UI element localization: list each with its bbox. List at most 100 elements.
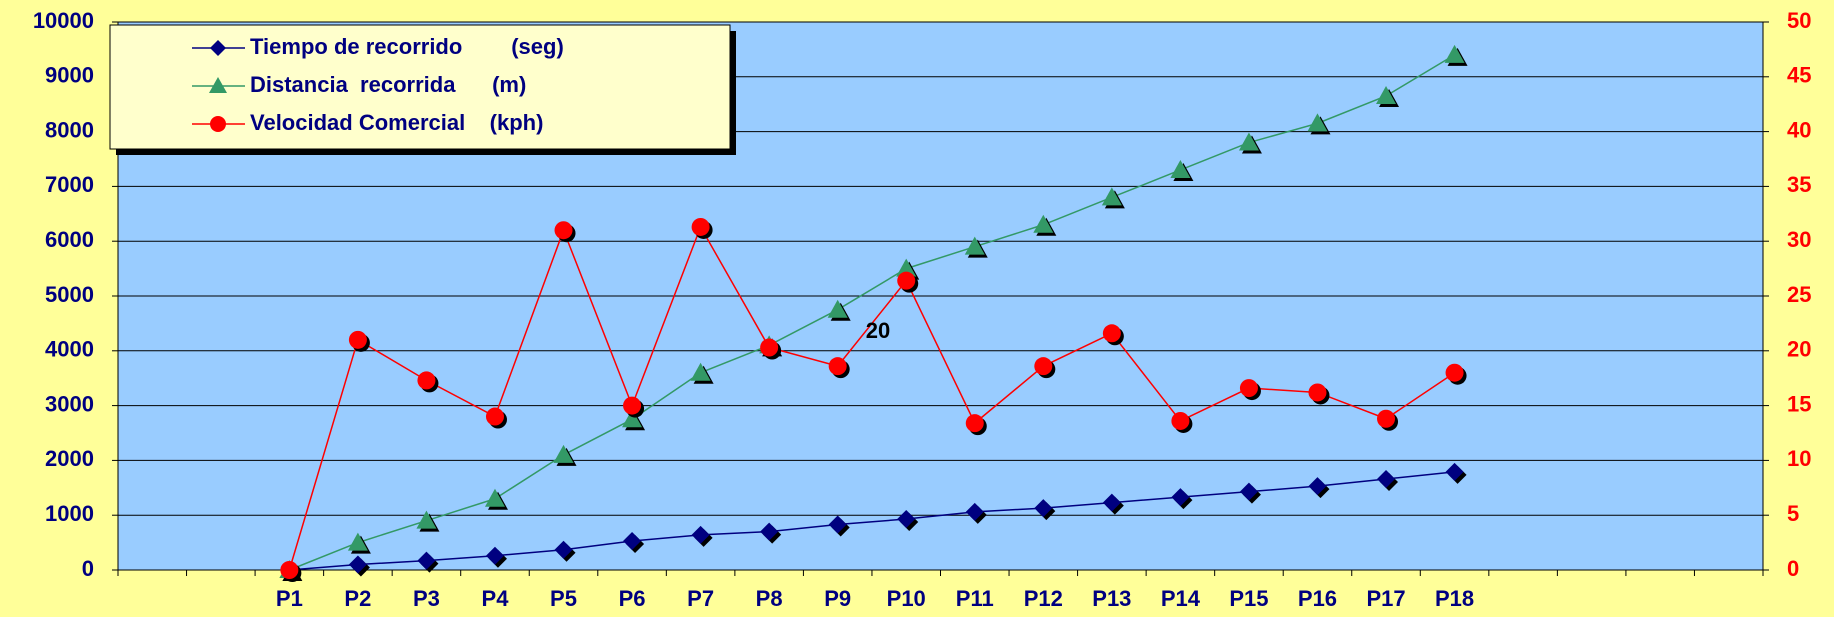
marker (1238, 132, 1259, 151)
marker (1102, 493, 1121, 512)
x-tick-label: P3 (413, 586, 440, 611)
y2-tick-label: 25 (1787, 282, 1811, 307)
y-tick-label: 0 (82, 556, 94, 581)
legend-symbol (210, 116, 226, 132)
marker (416, 510, 437, 529)
marker (1445, 363, 1464, 382)
marker (623, 396, 642, 415)
marker (485, 407, 504, 426)
series-line (289, 471, 1455, 571)
y-tick-label: 10000 (33, 8, 94, 33)
y2-tick-label: 20 (1787, 337, 1811, 362)
y2-tick-label: 35 (1787, 172, 1811, 197)
marker (965, 502, 984, 521)
marker (827, 299, 848, 318)
x-tick-label: P1 (276, 586, 303, 611)
y-tick-label: 7000 (45, 172, 94, 197)
annotation: 20 (866, 318, 890, 343)
x-tick-label: P8 (756, 586, 783, 611)
marker (417, 551, 436, 570)
x-tick-label: P9 (824, 586, 851, 611)
x-tick-label: P15 (1229, 586, 1268, 611)
marker (280, 561, 299, 579)
y-tick-label: 9000 (45, 63, 94, 88)
y-tick-label: 8000 (45, 117, 94, 142)
y2-tick-label: 5 (1787, 501, 1799, 526)
marker (1307, 113, 1328, 132)
legend-marker (209, 77, 227, 93)
marker (1308, 477, 1327, 496)
y-tick-label: 3000 (45, 391, 94, 416)
marker (484, 488, 505, 507)
marker (1170, 159, 1191, 178)
legend-marker (210, 116, 226, 132)
x-tick-label: P13 (1092, 586, 1131, 611)
marker (554, 221, 573, 240)
legend-symbol (210, 40, 226, 56)
marker (1239, 482, 1258, 501)
marker (554, 540, 573, 559)
marker (348, 555, 367, 574)
y2-tick-label: 45 (1787, 63, 1811, 88)
legend-label: Distancia recorrida (m) (250, 72, 526, 97)
marker (691, 217, 710, 236)
y2-tick-label: 30 (1787, 227, 1811, 252)
marker (1171, 488, 1190, 507)
y2-tick-label: 15 (1787, 391, 1811, 416)
marker (348, 330, 367, 349)
x-tick-label: P10 (887, 586, 926, 611)
marker (896, 258, 917, 277)
x-tick-label: P2 (344, 586, 371, 611)
x-tick-label: P5 (550, 586, 577, 611)
marker (1034, 499, 1053, 518)
x-tick-label: P4 (482, 586, 510, 611)
marker (964, 236, 985, 255)
legend-label: Velocidad Comercial (kph) (250, 110, 543, 135)
legend-marker (210, 40, 226, 56)
y2-tick-label: 40 (1787, 117, 1811, 142)
marker (417, 371, 436, 390)
marker (1377, 409, 1396, 428)
marker (965, 414, 984, 433)
y-tick-label: 1000 (45, 501, 94, 526)
marker (1033, 214, 1054, 233)
x-tick-label: P18 (1435, 586, 1474, 611)
x-tick-label: P6 (619, 586, 646, 611)
marker (897, 510, 916, 529)
marker (1444, 44, 1465, 63)
marker (485, 546, 504, 565)
x-tick-label: P12 (1024, 586, 1063, 611)
y-tick-label: 6000 (45, 227, 94, 252)
y2-tick-label: 0 (1787, 556, 1799, 581)
marker (622, 409, 643, 428)
marker (828, 357, 847, 376)
marker (623, 531, 642, 550)
marker (1377, 470, 1396, 489)
marker (691, 525, 710, 544)
y-tick-label: 2000 (45, 446, 94, 471)
marker (1101, 187, 1122, 206)
marker (690, 362, 711, 381)
marker (897, 271, 916, 290)
marker (1171, 411, 1190, 430)
marker (347, 532, 368, 551)
marker (828, 515, 847, 534)
marker (1308, 383, 1327, 402)
marker (1445, 462, 1464, 481)
y2-tick-label: 10 (1787, 446, 1811, 471)
x-tick-label: P11 (956, 586, 994, 611)
marker (1102, 324, 1121, 343)
x-tick-label: P7 (687, 586, 714, 611)
legend-label: Tiempo de recorrido (seg) (250, 34, 564, 59)
marker (553, 444, 574, 463)
marker (760, 522, 779, 541)
y-tick-label: 4000 (45, 337, 94, 362)
y-tick-label: 5000 (45, 282, 94, 307)
y2-tick-label: 50 (1787, 8, 1811, 33)
marker (1034, 357, 1053, 376)
marker (1376, 85, 1397, 104)
marker (760, 338, 779, 357)
x-tick-label: P17 (1366, 586, 1405, 611)
marker (1239, 379, 1258, 398)
